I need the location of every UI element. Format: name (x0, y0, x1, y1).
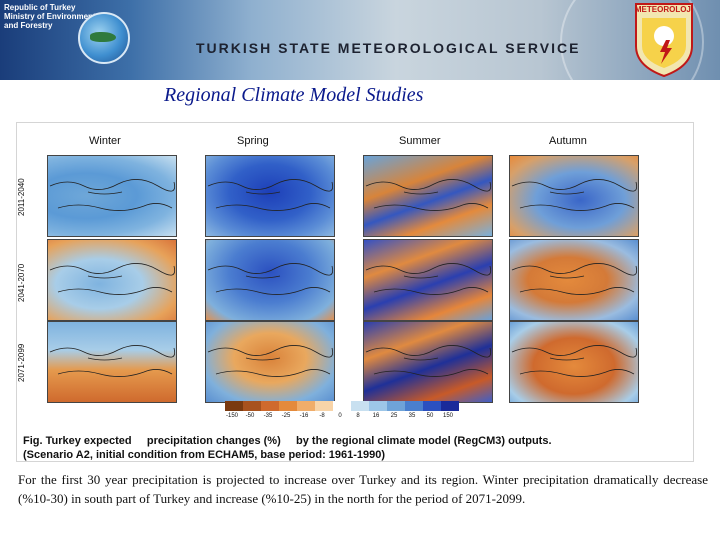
coastline-overlay (49, 345, 176, 377)
figure-caption-line2: (Scenario A2, initial condition from ECH… (23, 449, 386, 461)
map-winter-2071-2099 (47, 321, 177, 403)
colorbar-cell (351, 401, 369, 411)
period-label-2071-2099: 2071-2099 (17, 343, 26, 383)
colorbar-tick-label: -35 (263, 413, 273, 419)
ministry-line: and Forestry (4, 21, 53, 30)
period-label-2011-2040: 2011-2040 (17, 178, 26, 216)
coastline-overlay (365, 263, 492, 295)
coastline-overlay (365, 345, 492, 377)
coastline-overlay (511, 263, 638, 295)
compass-rose-decoration (560, 0, 704, 80)
colorbar-tick-label: -8 (319, 413, 325, 419)
ministry-line: Ministry of Environment (4, 12, 96, 21)
caption-part2: precipitation changes (%) (146, 435, 281, 447)
coastline-overlay (511, 345, 638, 377)
colorbar-cell (315, 401, 333, 411)
colorbar-tick-label: 16 (372, 413, 380, 419)
map-winter-2041-2070 (47, 239, 177, 321)
coastline-overlay (49, 179, 176, 211)
colorbar-tick-label: -16 (299, 413, 309, 419)
colorbar-cell (387, 401, 405, 411)
figure-caption: Fig. Turkey expected precipitation chang… (23, 435, 552, 447)
colorbar-tick-label: 50 (426, 413, 434, 419)
colorbar-cell (243, 401, 261, 411)
map-winter-2011-2040 (47, 155, 177, 237)
season-label-spring: Spring (237, 135, 269, 147)
colorbar-tick-label: -150 (225, 413, 238, 419)
map-spring-2071-2099 (205, 321, 335, 403)
ministry-line: Republic of Turkey (4, 3, 76, 12)
colorbar-labels: -150 -50 -35 -25 -16 -8 0 8 16 25 35 50 150 (223, 413, 457, 419)
colorbar-cell (423, 401, 441, 411)
coastline-overlay (511, 179, 638, 211)
season-label-autumn: Autumn (549, 135, 587, 147)
season-label-summer: Summer (399, 135, 441, 147)
season-label-winter: Winter (89, 135, 121, 147)
header-banner: Republic of Turkey Ministry of Environme… (0, 0, 720, 80)
page-title: Regional Climate Model Studies (164, 84, 424, 106)
coastline-overlay (207, 345, 334, 377)
coastline-overlay (49, 263, 176, 295)
coastline-overlay (365, 179, 492, 211)
map-summer-2041-2070 (363, 239, 493, 321)
colorbar-cell (297, 401, 315, 411)
colorbar-cell (279, 401, 297, 411)
colorbar-tick-label: 0 (338, 413, 342, 419)
colorbar (225, 401, 459, 411)
coastline-overlay (207, 179, 334, 211)
period-label-2041-2070: 2041-2070 (17, 263, 26, 303)
map-spring-2011-2040 (205, 155, 335, 237)
colorbar-tick-label: 35 (408, 413, 416, 419)
colorbar-cell (405, 401, 423, 411)
caption-part1: Fig. Turkey expected (23, 435, 132, 447)
colorbar-tick-label: 25 (390, 413, 398, 419)
map-autumn-2071-2099 (509, 321, 639, 403)
map-autumn-2011-2040 (509, 155, 639, 237)
map-summer-2011-2040 (363, 155, 493, 237)
caption-part3: by the regional climate model (RegCM3) o… (296, 435, 552, 447)
colorbar-tick-label: 8 (356, 413, 360, 419)
colorbar-tick-label: -25 (281, 413, 291, 419)
globe-icon (78, 12, 130, 64)
logo-text: METEOROLOJI (634, 5, 694, 14)
colorbar-tick-label: -50 (245, 413, 255, 419)
map-spring-2041-2070 (205, 239, 335, 321)
precipitation-figure: Winter Spring Summer Autumn 2011-2040 20… (16, 122, 694, 462)
colorbar-cell (261, 401, 279, 411)
map-summer-2071-2099 (363, 321, 493, 403)
coastline-overlay (207, 263, 334, 295)
colorbar-tick-label: 150 (442, 413, 453, 419)
service-title: TURKISH STATE METEOROLOGICAL SERVICE (196, 40, 581, 56)
meteorology-logo: METEOROLOJI (632, 2, 696, 78)
colorbar-cell (225, 401, 243, 411)
colorbar-cell (369, 401, 387, 411)
body-paragraph: For the first 30 year precipitation is p… (18, 472, 708, 506)
ministry-name: Republic of Turkey Ministry of Environme… (4, 3, 96, 30)
map-autumn-2041-2070 (509, 239, 639, 321)
colorbar-cell (333, 401, 351, 411)
colorbar-cell (441, 401, 459, 411)
